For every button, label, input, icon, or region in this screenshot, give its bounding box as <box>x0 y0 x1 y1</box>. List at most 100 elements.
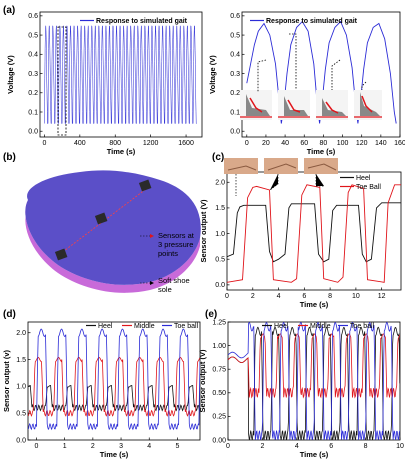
x-tick-label: 1200 <box>143 140 159 147</box>
series-line-response-to-simulated-gait <box>44 24 197 124</box>
x-tick-label: 80 <box>319 140 327 147</box>
y-axis-label: Voltage (V) <box>6 55 15 94</box>
y-tick-label: 0.0 <box>215 282 225 289</box>
sensor-pad-middle <box>94 212 108 225</box>
legend-label: Heel <box>274 323 289 330</box>
y-tick-label: 0.5 <box>16 410 26 417</box>
y-tick-label: 0.00 <box>212 437 226 444</box>
legend-label: Response to simulated gait <box>266 18 358 25</box>
foot-inset-4 <box>354 90 382 120</box>
x-tick-label: 400 <box>74 140 86 147</box>
callout-3 <box>331 59 341 90</box>
y-tick-label: 1.0 <box>16 384 26 391</box>
y-tick-label: 0.5 <box>230 32 240 39</box>
x-tick-label: 2 <box>251 293 255 300</box>
chart-e: 0 2 4 6 8 10 0.00 0.25 0.50 0.75 1.00 1.25 Time (s) S… <box>198 319 404 459</box>
y-tick-label: 0.0 <box>16 437 26 444</box>
x-tick-label: 0 <box>42 140 46 147</box>
x-tick-label: 60 <box>300 140 308 147</box>
x-tick-label: 120 <box>356 140 368 147</box>
chart-d: 0 1 2 3 4 5 0.0 0.5 1.0 1.5 2.0 Time (s) Sensor outp… <box>2 321 201 459</box>
legend-label: Middle <box>310 323 331 330</box>
x-tick-label: 10 <box>396 443 404 450</box>
sensors-label-3: points <box>158 249 178 258</box>
foot-photo-3 <box>304 158 338 174</box>
x-tick-label: 160 <box>394 140 405 147</box>
y-tick-label: 1.25 <box>212 319 226 326</box>
y-axis-label: Sensor output (v) <box>2 349 11 412</box>
panel-label-d: (d) <box>3 309 16 320</box>
x-tick-label: 1 <box>63 443 67 450</box>
y-tick-label: 1.00 <box>212 343 226 350</box>
series-line-heel <box>228 326 400 440</box>
plot-frame <box>27 321 201 441</box>
y-tick-label: 0.50 <box>212 390 226 397</box>
x-tick-label: 40 <box>281 140 289 147</box>
legend-label: Heel <box>356 175 371 182</box>
series-line-middle <box>28 356 200 417</box>
sensor-pad-heel <box>54 248 68 261</box>
legend-label: Heel <box>98 323 113 330</box>
series-line-toe-ball <box>227 184 401 283</box>
x-tick-label: 0 <box>225 293 229 300</box>
x-tick-label: 2 <box>91 443 95 450</box>
legend-label: Response to simulated gait <box>96 18 188 25</box>
plot-frame <box>241 11 401 138</box>
y-tick-label: 0.2 <box>28 90 38 97</box>
y-tick-label: 2.0 <box>16 330 26 337</box>
x-tick-label: 5 <box>175 443 179 450</box>
x-axis-label: Time (s) <box>307 147 336 156</box>
sensors-label-1: Sensors at <box>158 231 195 240</box>
sensor-pad-toe <box>138 179 152 192</box>
series-line-heel <box>227 202 401 263</box>
plot-frame <box>39 11 203 138</box>
y-tick-label: 2.0 <box>215 180 225 187</box>
series-line-toe-ball <box>228 322 400 440</box>
y-axis-label: Voltage (V) <box>208 55 217 94</box>
sensor-arrowhead <box>150 234 154 238</box>
y-tick-label: 0.5 <box>215 257 225 264</box>
foot-inset-1 <box>240 90 272 120</box>
y-tick-label: 1.5 <box>215 205 225 212</box>
zoom-selection-box <box>57 26 67 136</box>
y-tick-label: 0.0 <box>28 129 38 136</box>
x-tick-label: 8 <box>328 293 332 300</box>
y-tick-label: 0.6 <box>230 13 240 20</box>
panel-label-b: (b) <box>3 152 16 163</box>
x-tick-label: 800 <box>109 140 121 147</box>
legend-label: Toe Ball <box>356 184 381 191</box>
y-tick-label: 0.3 <box>28 71 38 78</box>
chart-a-left: 0 400 800 1200 1600 0.0 0.1 0.2 0.3 0.4 0.5 0.6 Time… <box>6 11 203 156</box>
series-line-toe-ball <box>28 328 200 431</box>
y-axis-label: Sensor output (V) <box>199 199 208 262</box>
x-tick-label: 20 <box>262 140 270 147</box>
x-tick-label: 4 <box>295 443 299 450</box>
y-tick-label: 0.3 <box>230 71 240 78</box>
x-tick-label: 4 <box>147 443 151 450</box>
foot-insets-a <box>240 33 382 120</box>
legend-label: Toe ball <box>174 323 199 330</box>
x-tick-label: 2 <box>260 443 264 450</box>
y-tick-label: 1.5 <box>16 357 26 364</box>
x-tick-label: 1600 <box>178 140 194 147</box>
y-tick-label: 1.0 <box>215 231 225 238</box>
legend-label: Toe ball <box>350 323 375 330</box>
panel-label-c: (c) <box>212 152 224 163</box>
x-tick-label: 8 <box>364 443 368 450</box>
foot-inset-3 <box>316 90 348 120</box>
y-tick-label: 0.4 <box>28 52 38 59</box>
foot-photo-1 <box>224 158 258 174</box>
x-tick-label: 0 <box>35 443 39 450</box>
y-tick-label: 0.1 <box>28 109 38 116</box>
chart-a-right: 0 20 40 60 80 100 120 140 160 0.0 0.1 0.2 0.3 0.4 0.5 0… <box>208 11 405 156</box>
x-tick-label: 3 <box>119 443 123 450</box>
x-axis-label: Time (s) <box>107 147 136 156</box>
y-axis-label: Sensor output (V) <box>198 349 207 412</box>
panel-label-e: (e) <box>205 309 217 320</box>
y-tick-label: 0.6 <box>28 13 38 20</box>
y-tick-label: 0.2 <box>230 90 240 97</box>
panel-label-a: (a) <box>3 5 15 16</box>
callout-2 <box>289 33 297 90</box>
sole-arrowhead <box>150 281 154 285</box>
